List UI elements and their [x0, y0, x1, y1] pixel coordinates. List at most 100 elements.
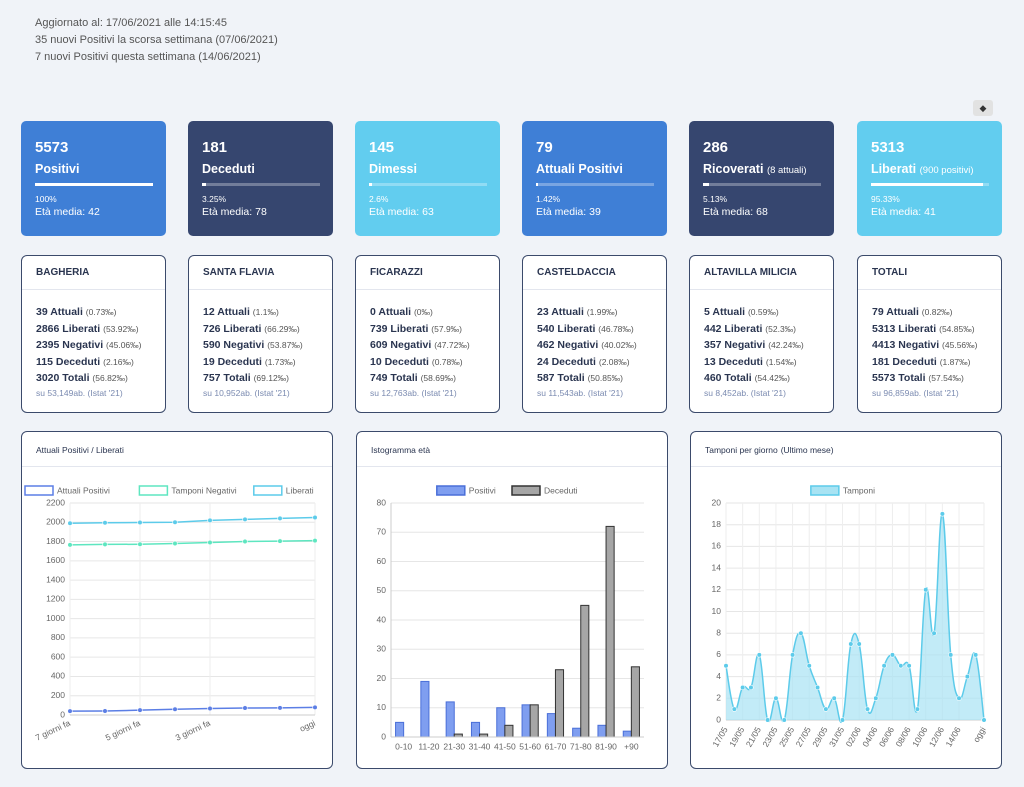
progress-bar	[703, 183, 710, 186]
y-tick-label: 8	[716, 627, 721, 637]
x-tick-label: 08/06	[893, 725, 912, 749]
card-label-text: Deceduti	[202, 162, 255, 176]
progress-bar	[871, 183, 984, 186]
toggle-button[interactable]: ◆	[973, 100, 993, 116]
city-card: BAGHERIA 39 Attuali (0.73‰) 2866 Liberati …	[21, 255, 166, 413]
legend-label: Attuali Positivi	[57, 485, 110, 495]
card-age: Età media: 41	[871, 206, 936, 218]
x-tick-label: 5 giorni fa	[104, 718, 142, 743]
card-value: 5313	[871, 139, 905, 156]
header-line: 7 nuovi Positivi questa settimana (14/06…	[35, 51, 261, 63]
card-label: Attuali Positivi	[536, 162, 623, 176]
row-count: 4413 Negativi	[872, 339, 940, 352]
progress-bar	[369, 183, 373, 186]
point	[242, 516, 248, 522]
row-count: 23 Attuali	[537, 306, 584, 318]
row-count: 12 Attuali	[203, 306, 250, 318]
row-rate: (2.16‰)	[103, 356, 134, 367]
x-tick-label: 31-40	[469, 741, 491, 751]
city-row: 726 Liberati (66.29‰)	[203, 323, 300, 335]
city-card: ALTAVILLA MILICIA 5 Attuali (0.59‰) 442 Li…	[689, 255, 834, 413]
city-row: 23 Attuali (1.99‰)	[537, 306, 618, 318]
y-tick-label: 12	[712, 584, 722, 594]
stat-card: 5313 Liberati (900 positivi) 95.33% Età med…	[857, 121, 1002, 236]
city-name: TOTALI	[872, 267, 908, 278]
city-row: 79 Attuali (0.82‰)	[872, 306, 953, 318]
y-tick-label: 6	[716, 649, 721, 659]
row-rate: (56.82‰)	[92, 373, 128, 384]
point	[137, 707, 143, 713]
row-rate: (58.69‰)	[420, 373, 457, 384]
row-rate: (57.9‰)	[431, 323, 463, 334]
y-tick-label: 80	[377, 497, 387, 507]
y-tick-label: 2	[716, 693, 721, 703]
card-age: Età media: 42	[35, 206, 100, 218]
row-rate: (54.42‰)	[754, 373, 791, 384]
progress-track	[871, 183, 989, 186]
row-rate: (52.3‰)	[765, 323, 797, 334]
y-tick-label: 30	[377, 644, 387, 654]
row-count: 24 Deceduti	[537, 355, 596, 368]
card-percent: 5.13%	[703, 194, 728, 204]
y-tick-label: 400	[51, 671, 65, 681]
legend-swatch	[253, 485, 283, 496]
chart: 02468101214161820Tamponi17/0519/0521/052…	[710, 485, 988, 749]
city-row: 442 Liberati (52.3‰)	[704, 323, 796, 335]
point	[312, 537, 318, 544]
point	[207, 539, 213, 546]
row-rate: (2.08‰)	[598, 356, 630, 367]
point	[848, 641, 854, 647]
y-tick-label: 600	[51, 651, 65, 661]
city-row: 13 Deceduti (1.54‰)	[704, 356, 797, 368]
bar	[504, 724, 514, 738]
point	[956, 695, 962, 701]
row-rate: (69.12‰)	[253, 373, 290, 384]
card-percent: 1.42%	[536, 194, 561, 204]
point	[789, 652, 796, 658]
card-label-text: Attuali Positivi	[536, 162, 623, 176]
city-row: 5573 Totali (57.54‰)	[872, 372, 964, 384]
card-note: (900 positivi)	[919, 165, 974, 176]
point	[873, 695, 879, 701]
city-card: FICARAZZI 0 Attuali (0‰) 739 Liberati (57.…	[355, 255, 500, 413]
row-count: 357 Negativi	[704, 339, 766, 352]
legend-swatch	[511, 485, 541, 496]
chart: 0 200 400 600 800 1000 1200 1400 1600 1800 2000 220…	[24, 485, 318, 743]
city-card: TOTALI 79 Attuali (0.82‰) 5313 Liberati (5…	[857, 255, 1002, 413]
point	[67, 708, 73, 714]
point	[773, 695, 779, 701]
chart-title: Tamponi per giorno (Ultimo mese)	[705, 444, 834, 456]
city-row: 2866 Liberati (53.92‰)	[36, 323, 139, 335]
city-footnote: su 12,763ab. (Istat '21)	[370, 388, 457, 398]
bar	[470, 721, 481, 738]
x-tick-label: 0-10	[395, 741, 412, 751]
separator	[523, 289, 666, 290]
row-rate: (1.54‰)	[765, 356, 797, 367]
city-footnote: su 11,543ab. (Istat '21)	[537, 388, 624, 398]
city-card: SANTA FLAVIA 12 Attuali (1.1‰) 726 Liberat…	[188, 255, 333, 413]
row-count: 10 Deceduti	[370, 355, 429, 368]
x-tick-label: +90	[624, 741, 639, 751]
y-tick-label: 4	[716, 671, 721, 681]
point	[981, 717, 987, 723]
row-rate: (0‰)	[413, 307, 433, 317]
chart-subtitle: (Ultimo mese)	[780, 445, 834, 455]
row-rate: (1.99‰)	[586, 307, 618, 317]
chart-title: Istogramma età	[371, 444, 430, 456]
point	[748, 684, 754, 691]
bar	[420, 680, 430, 738]
x-tick-label: 71-80	[570, 741, 592, 751]
x-tick-label: 29/05	[810, 725, 829, 749]
card-value: 79	[536, 139, 553, 156]
row-rate: (1.1‰)	[252, 307, 279, 317]
y-tick-label: 20	[712, 497, 722, 507]
point	[242, 705, 248, 711]
point	[67, 520, 73, 526]
row-count: 2866 Liberati	[36, 322, 101, 335]
series-line	[69, 539, 316, 546]
x-tick-label: 11-20	[418, 741, 439, 751]
city-row: 739 Liberati (57.9‰)	[370, 323, 462, 335]
city-row: 462 Negativi (40.02‰)	[537, 339, 637, 351]
point	[889, 652, 896, 658]
